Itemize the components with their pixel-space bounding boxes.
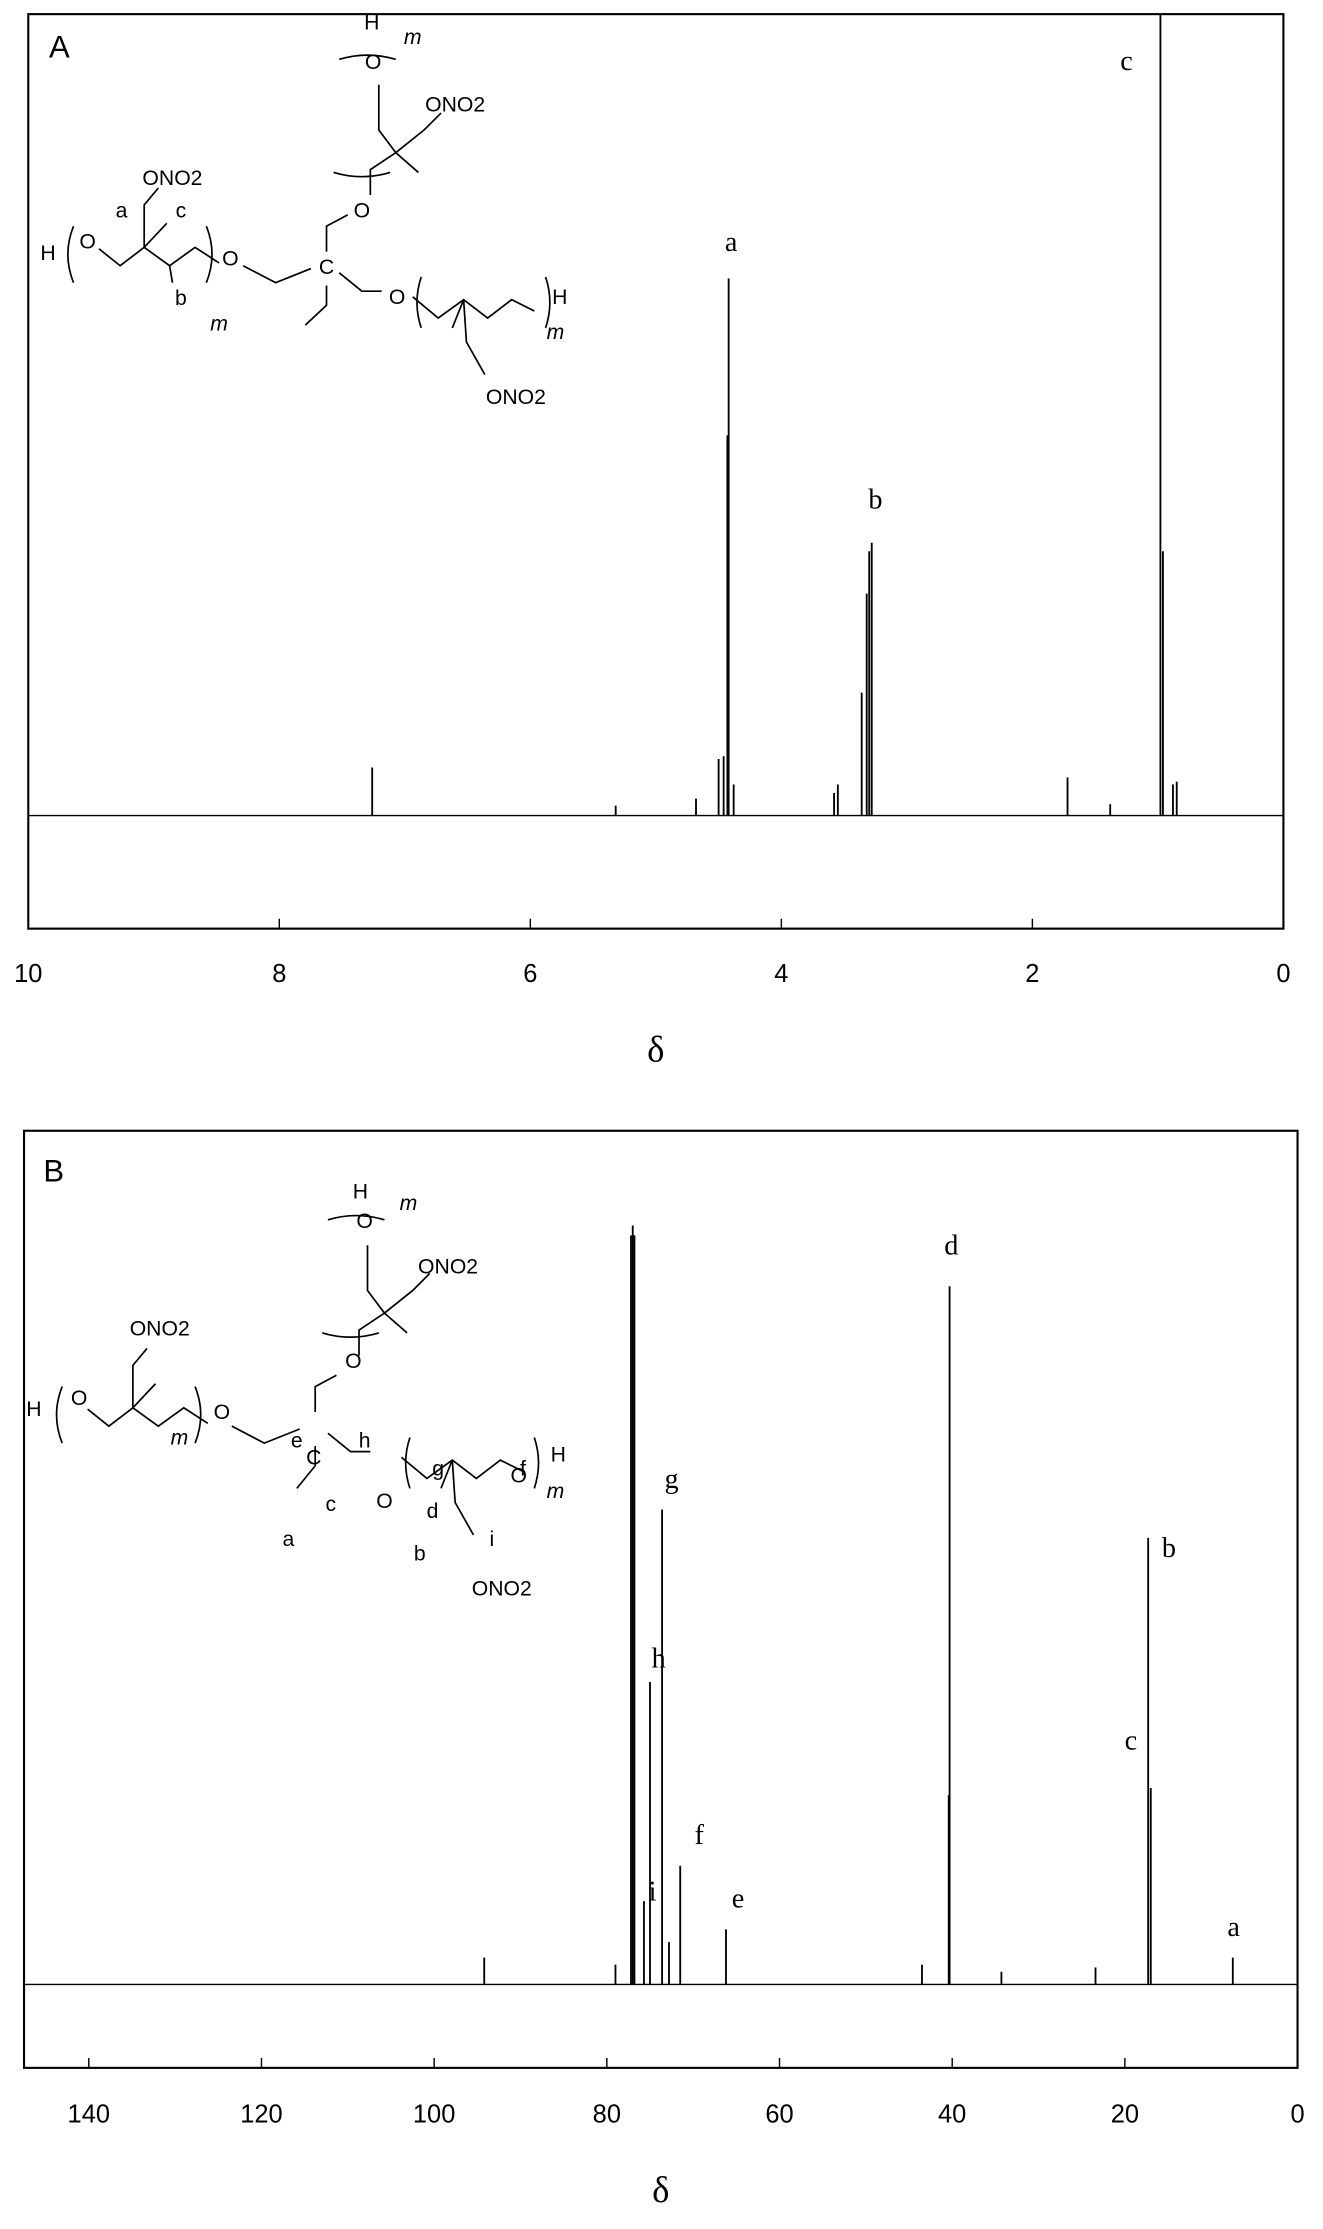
structure-label: m — [171, 1426, 189, 1449]
plot-frame — [22, 1129, 1299, 2069]
peak-annotation: i — [649, 1876, 657, 1907]
structure-label: c — [325, 1493, 336, 1516]
structure-label: a — [116, 200, 128, 223]
x-tick-label: 8 — [272, 960, 286, 988]
structure-label: ONO2 — [130, 1318, 190, 1341]
peak-annotation: a — [1227, 1912, 1240, 1943]
structure-label: O — [79, 231, 95, 254]
structure-label: H — [26, 1398, 41, 1421]
x-tick-label: 4 — [774, 960, 788, 988]
structure-label: ONO2 — [418, 1255, 478, 1278]
bond — [55, 1214, 540, 1536]
panel-label: A — [49, 30, 70, 65]
structure-label: O — [71, 1387, 87, 1410]
structure-label: O — [365, 51, 381, 74]
x-tick-label: 60 — [765, 2101, 793, 2129]
structure-label: m — [404, 26, 422, 49]
structure-label: O — [356, 1210, 372, 1233]
structure-label: m — [547, 321, 565, 344]
x-axis-label: δ — [647, 1028, 664, 1069]
x-axis-label: δ — [652, 2169, 669, 2210]
x-tick-label: 10 — [14, 960, 42, 988]
structure-label: H — [40, 242, 55, 265]
structure-label: O — [376, 1490, 392, 1513]
structure-label: O — [214, 1401, 230, 1424]
peak-annotation: c — [1125, 1725, 1138, 1756]
peak-annotation: a — [725, 227, 738, 258]
structure-label: m — [547, 1480, 565, 1503]
peak-annotation: f — [695, 1820, 705, 1851]
x-tick-label: 2 — [1025, 960, 1039, 988]
x-tick-label: 80 — [593, 2101, 621, 2129]
structure-label: e — [291, 1429, 303, 1452]
structure-label: d — [427, 1500, 439, 1523]
structure-label: H — [552, 286, 567, 309]
x-tick-label: 120 — [240, 2101, 282, 2129]
panel-label: B — [43, 1153, 64, 1188]
x-tick-label: 0 — [1290, 2101, 1304, 2129]
structure-label: ONO2 — [486, 386, 546, 409]
structure-label: m — [210, 313, 228, 336]
structure-label: b — [175, 287, 187, 310]
structure-label: ONO2 — [472, 1578, 532, 1601]
peak-annotation: c — [1120, 46, 1133, 77]
structure-label: c — [176, 200, 187, 223]
structure-label: H — [353, 1181, 368, 1204]
structure-a — [67, 54, 551, 375]
structure-label: a — [282, 1528, 294, 1551]
bond — [67, 54, 551, 375]
structure-label: O — [354, 200, 370, 223]
structure-label: h — [359, 1429, 371, 1452]
structure-label: b — [414, 1542, 426, 1565]
structure-label: O — [511, 1465, 527, 1488]
structure-label: H — [551, 1443, 566, 1466]
x-tick-label: 0 — [1276, 960, 1290, 988]
peak-annotation: e — [732, 1884, 745, 1915]
structure-label: O — [389, 286, 405, 309]
structure-label: ONO2 — [142, 167, 202, 190]
structure-label: C — [319, 256, 334, 279]
peak-annotation: b — [1162, 1533, 1176, 1564]
x-tick-label: 20 — [1111, 2101, 1139, 2129]
structure-b — [55, 1214, 540, 1536]
peak-annotation: d — [944, 1231, 958, 1262]
plot-frame — [27, 13, 1285, 930]
peak-annotation: b — [868, 484, 882, 515]
x-tick-label: 140 — [68, 2101, 110, 2129]
structure-label: O — [222, 248, 238, 271]
x-tick-label: 6 — [523, 960, 537, 988]
structure-label: H — [364, 12, 379, 35]
structure-label: ONO2 — [425, 94, 485, 117]
peak-annotation: h — [652, 1643, 666, 1674]
peak-annotation: g — [665, 1464, 679, 1495]
structure-label: g — [432, 1458, 444, 1481]
structure-label: C — [306, 1446, 321, 1469]
structure-label: f — [520, 1458, 526, 1481]
x-tick-label: 40 — [938, 2101, 966, 2129]
structure-label: i — [490, 1528, 495, 1551]
structure-label: m — [400, 1192, 418, 1215]
structure-label: O — [345, 1350, 361, 1373]
x-tick-label: 100 — [413, 2101, 455, 2129]
